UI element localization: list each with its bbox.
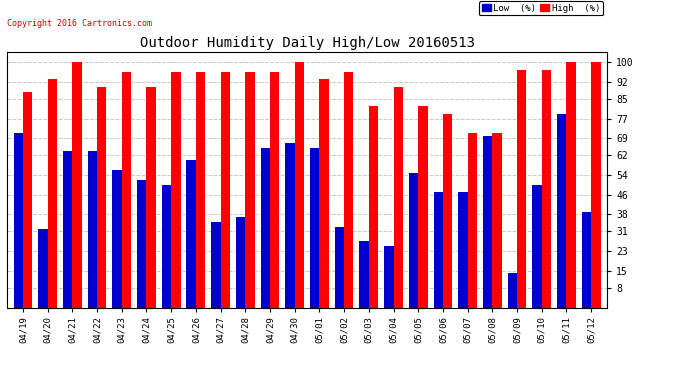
Bar xyxy=(310,148,319,308)
Bar xyxy=(121,72,131,308)
Title: Outdoor Humidity Daily High/Low 20160513: Outdoor Humidity Daily High/Low 20160513 xyxy=(139,36,475,50)
Bar xyxy=(72,62,81,308)
Legend: Low  (%), High  (%): Low (%), High (%) xyxy=(479,1,602,15)
Bar xyxy=(319,80,329,308)
Bar xyxy=(483,136,493,308)
Bar xyxy=(344,72,353,308)
Bar xyxy=(211,222,221,308)
Bar xyxy=(23,92,32,308)
Bar xyxy=(88,151,97,308)
Bar xyxy=(542,70,551,308)
Bar xyxy=(591,62,600,308)
Bar xyxy=(186,160,196,308)
Bar xyxy=(261,148,270,308)
Bar xyxy=(63,151,72,308)
Bar xyxy=(359,241,369,308)
Bar xyxy=(508,273,517,308)
Bar xyxy=(221,72,230,308)
Bar xyxy=(137,180,146,308)
Text: Copyright 2016 Cartronics.com: Copyright 2016 Cartronics.com xyxy=(7,20,152,28)
Bar xyxy=(236,217,245,308)
Bar xyxy=(335,226,344,308)
Bar xyxy=(97,87,106,308)
Bar xyxy=(582,212,591,308)
Bar xyxy=(48,80,57,308)
Bar xyxy=(369,106,378,308)
Bar xyxy=(38,229,48,308)
Bar xyxy=(112,170,121,308)
Bar xyxy=(384,246,393,308)
Bar xyxy=(245,72,255,308)
Bar xyxy=(468,134,477,308)
Bar xyxy=(493,134,502,308)
Bar xyxy=(146,87,156,308)
Bar xyxy=(557,114,566,308)
Bar xyxy=(533,185,542,308)
Bar xyxy=(295,62,304,308)
Bar xyxy=(418,106,428,308)
Bar xyxy=(171,72,181,308)
Bar xyxy=(196,72,205,308)
Bar xyxy=(566,62,576,308)
Bar xyxy=(443,114,453,308)
Bar xyxy=(433,192,443,308)
Bar xyxy=(393,87,403,308)
Bar xyxy=(409,172,418,308)
Bar xyxy=(285,143,295,308)
Bar xyxy=(270,72,279,308)
Bar xyxy=(161,185,171,308)
Bar xyxy=(517,70,526,308)
Bar xyxy=(14,134,23,308)
Bar xyxy=(458,192,468,308)
